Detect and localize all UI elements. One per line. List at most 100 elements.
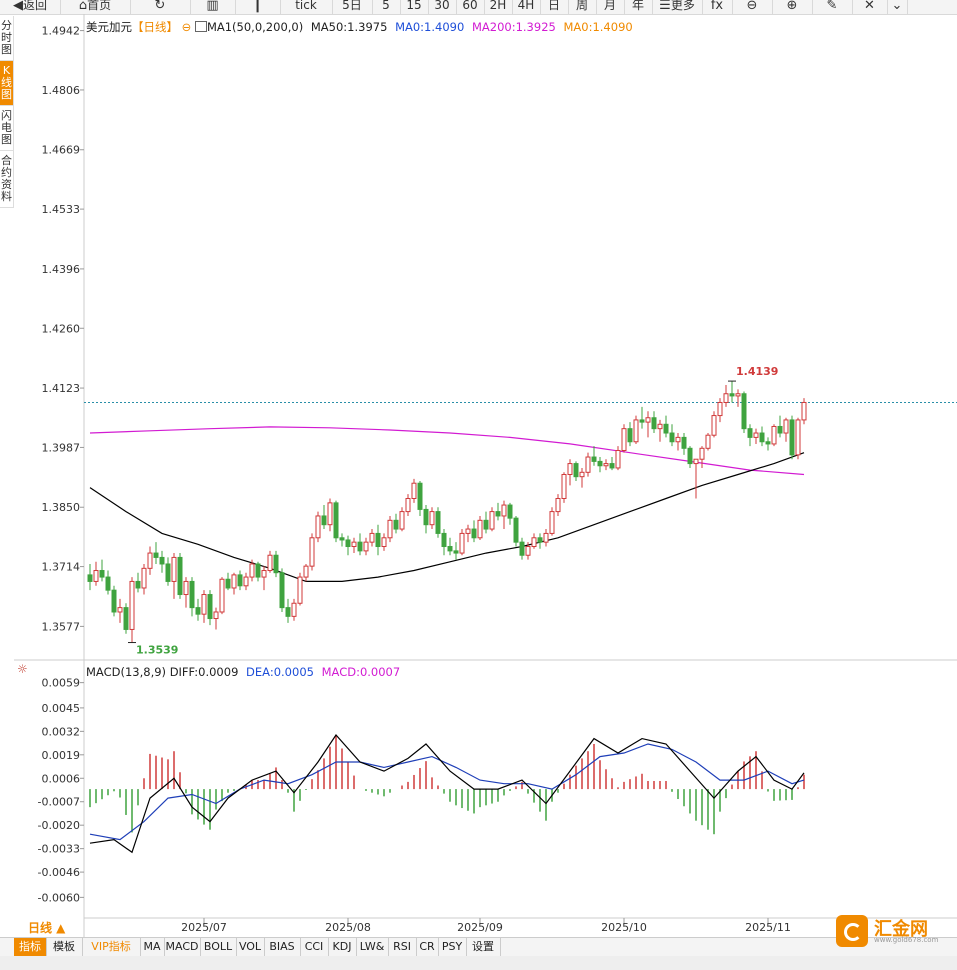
toolbar-item-18[interactable]: fx bbox=[702, 0, 733, 14]
y-tick-label: 1.4123 bbox=[42, 382, 81, 395]
toolbar-item-20[interactable]: ⊕ bbox=[772, 0, 813, 14]
indicator-tab-13[interactable]: PSY bbox=[438, 938, 467, 956]
candle bbox=[483, 519, 489, 530]
indicator-tab-1[interactable]: 模板 bbox=[46, 938, 83, 956]
candle bbox=[651, 417, 657, 430]
macd-y-tick-label: 0.0045 bbox=[42, 702, 81, 715]
candle bbox=[99, 570, 105, 578]
toolbar-item-19[interactable]: ⊖ bbox=[732, 0, 773, 14]
candle bbox=[381, 537, 387, 548]
indicator-tab-3[interactable]: MA bbox=[140, 938, 165, 956]
indicator-tab-5[interactable]: BOLL bbox=[200, 938, 237, 956]
toolbar-item-6[interactable]: 5日 bbox=[332, 0, 373, 14]
toolbar-label: 5日 bbox=[342, 0, 362, 12]
macd-y-tick-label: 0.0019 bbox=[42, 749, 81, 762]
draw-icon: ✎ bbox=[826, 0, 838, 13]
toolbar-item-9[interactable]: 30 bbox=[428, 0, 457, 14]
low-label: 1.3539 bbox=[136, 644, 178, 657]
candle bbox=[375, 532, 381, 548]
toolbar-item-5[interactable]: tick bbox=[280, 0, 333, 14]
x-tick-label: 2025/07 bbox=[181, 921, 227, 934]
indicator-tab-4[interactable]: MACD bbox=[164, 938, 201, 956]
indicator-tab-10[interactable]: LW& bbox=[356, 938, 389, 956]
candle bbox=[351, 541, 357, 548]
candle bbox=[339, 537, 345, 541]
candle bbox=[591, 456, 597, 462]
indicator-tab-14[interactable]: 设置 bbox=[466, 938, 501, 956]
period-selector[interactable]: 日线 ▲ bbox=[28, 921, 66, 935]
candle bbox=[537, 537, 543, 543]
diff-value: DIFF:0.0009 bbox=[169, 665, 239, 679]
toolbar-item-12[interactable]: 4H bbox=[512, 0, 541, 14]
macd-y-tick-label: 0.0006 bbox=[42, 772, 81, 785]
toolbar-item-10[interactable]: 60 bbox=[456, 0, 485, 14]
candle bbox=[783, 419, 789, 434]
toolbar-item-3[interactable]: ▥ bbox=[190, 0, 236, 14]
candle bbox=[621, 428, 627, 451]
toolbar-item-13[interactable]: 日 bbox=[540, 0, 569, 14]
toolbar-item-15[interactable]: 月 bbox=[596, 0, 625, 14]
candle bbox=[789, 419, 795, 456]
candle bbox=[765, 441, 771, 445]
home-icon: ⌂ bbox=[78, 0, 88, 13]
candle bbox=[735, 393, 741, 397]
candle bbox=[321, 515, 327, 526]
candle bbox=[195, 607, 201, 615]
candle bbox=[579, 471, 585, 478]
side-tab-0[interactable]: 分时图 bbox=[0, 16, 14, 61]
candle bbox=[753, 432, 759, 438]
side-tab-3[interactable]: 合约资料 bbox=[0, 151, 14, 208]
candle bbox=[585, 456, 591, 473]
candle bbox=[465, 528, 471, 534]
indicator-tab-0[interactable]: 指标 bbox=[14, 938, 47, 956]
toolbar-item-4[interactable]: ┃ bbox=[235, 0, 281, 14]
candle bbox=[87, 574, 93, 582]
toolbar-item-0[interactable]: ◀返回 bbox=[0, 0, 61, 14]
toolbar-item-21[interactable]: ✎ bbox=[812, 0, 853, 14]
indicator-tab-2[interactable]: VIP指标 bbox=[82, 938, 141, 956]
candle bbox=[303, 565, 309, 578]
toolbar-item-17[interactable]: ☰更多 bbox=[652, 0, 703, 14]
side-tab-2[interactable]: 闪电图 bbox=[0, 106, 14, 151]
toolbar-item-7[interactable]: 5 bbox=[372, 0, 401, 14]
toolbar-item-11[interactable]: 2H bbox=[484, 0, 513, 14]
indicator-tab-9[interactable]: KDJ bbox=[328, 938, 357, 956]
fx-icon: fx bbox=[710, 0, 724, 13]
x-tick-label: 2025/10 bbox=[601, 921, 647, 934]
candle bbox=[513, 517, 519, 543]
side-tab-1[interactable]: K线图 bbox=[0, 61, 14, 106]
toolbar-label: 返回 bbox=[22, 0, 47, 12]
indicator-tab-8[interactable]: CCI bbox=[300, 938, 329, 956]
toolbar-item-14[interactable]: 周 bbox=[568, 0, 597, 14]
toolbar-item-1[interactable]: ⌂首页 bbox=[60, 0, 131, 14]
candle bbox=[639, 419, 645, 423]
indicator-tab-12[interactable]: CR bbox=[416, 938, 439, 956]
diff-line bbox=[89, 734, 805, 854]
candle bbox=[201, 594, 207, 615]
candle bbox=[759, 432, 765, 443]
toolbar-label: 5 bbox=[382, 0, 390, 12]
indicator-tab-7[interactable]: BIAS bbox=[264, 938, 301, 956]
candle bbox=[105, 576, 111, 591]
bar-chart-icon: ▥ bbox=[206, 0, 219, 13]
toolbar-item-16[interactable]: 年 bbox=[624, 0, 653, 14]
toolbar-item-8[interactable]: 15 bbox=[400, 0, 429, 14]
settings-icon[interactable]: ⊖ bbox=[181, 20, 192, 34]
candle bbox=[171, 556, 177, 582]
candle bbox=[615, 449, 621, 469]
macd-settings-icon[interactable]: ☼ bbox=[17, 662, 28, 676]
more-icon: ☰ bbox=[659, 0, 671, 13]
candle bbox=[243, 576, 249, 587]
macd-y-tick-label: -0.0060 bbox=[38, 891, 80, 904]
macd-legend: MACD(13,8,9) DIFF:0.0009 DEA:0.0005 MACD… bbox=[86, 665, 400, 679]
toolbar-item-22[interactable]: ✕ bbox=[852, 0, 888, 14]
candle bbox=[459, 532, 465, 554]
indicator-tab-6[interactable]: VOL bbox=[236, 938, 265, 956]
toolbar-item-2[interactable]: ↻ bbox=[130, 0, 191, 14]
indicator-tab-11[interactable]: RSI bbox=[388, 938, 417, 956]
candle bbox=[279, 572, 285, 609]
refresh-icon: ↻ bbox=[154, 0, 166, 13]
y-tick-label: 1.4942 bbox=[42, 25, 81, 38]
toolbar-item-23[interactable]: ⌄ bbox=[887, 0, 908, 14]
x-tick-label: 2025/09 bbox=[457, 921, 503, 934]
